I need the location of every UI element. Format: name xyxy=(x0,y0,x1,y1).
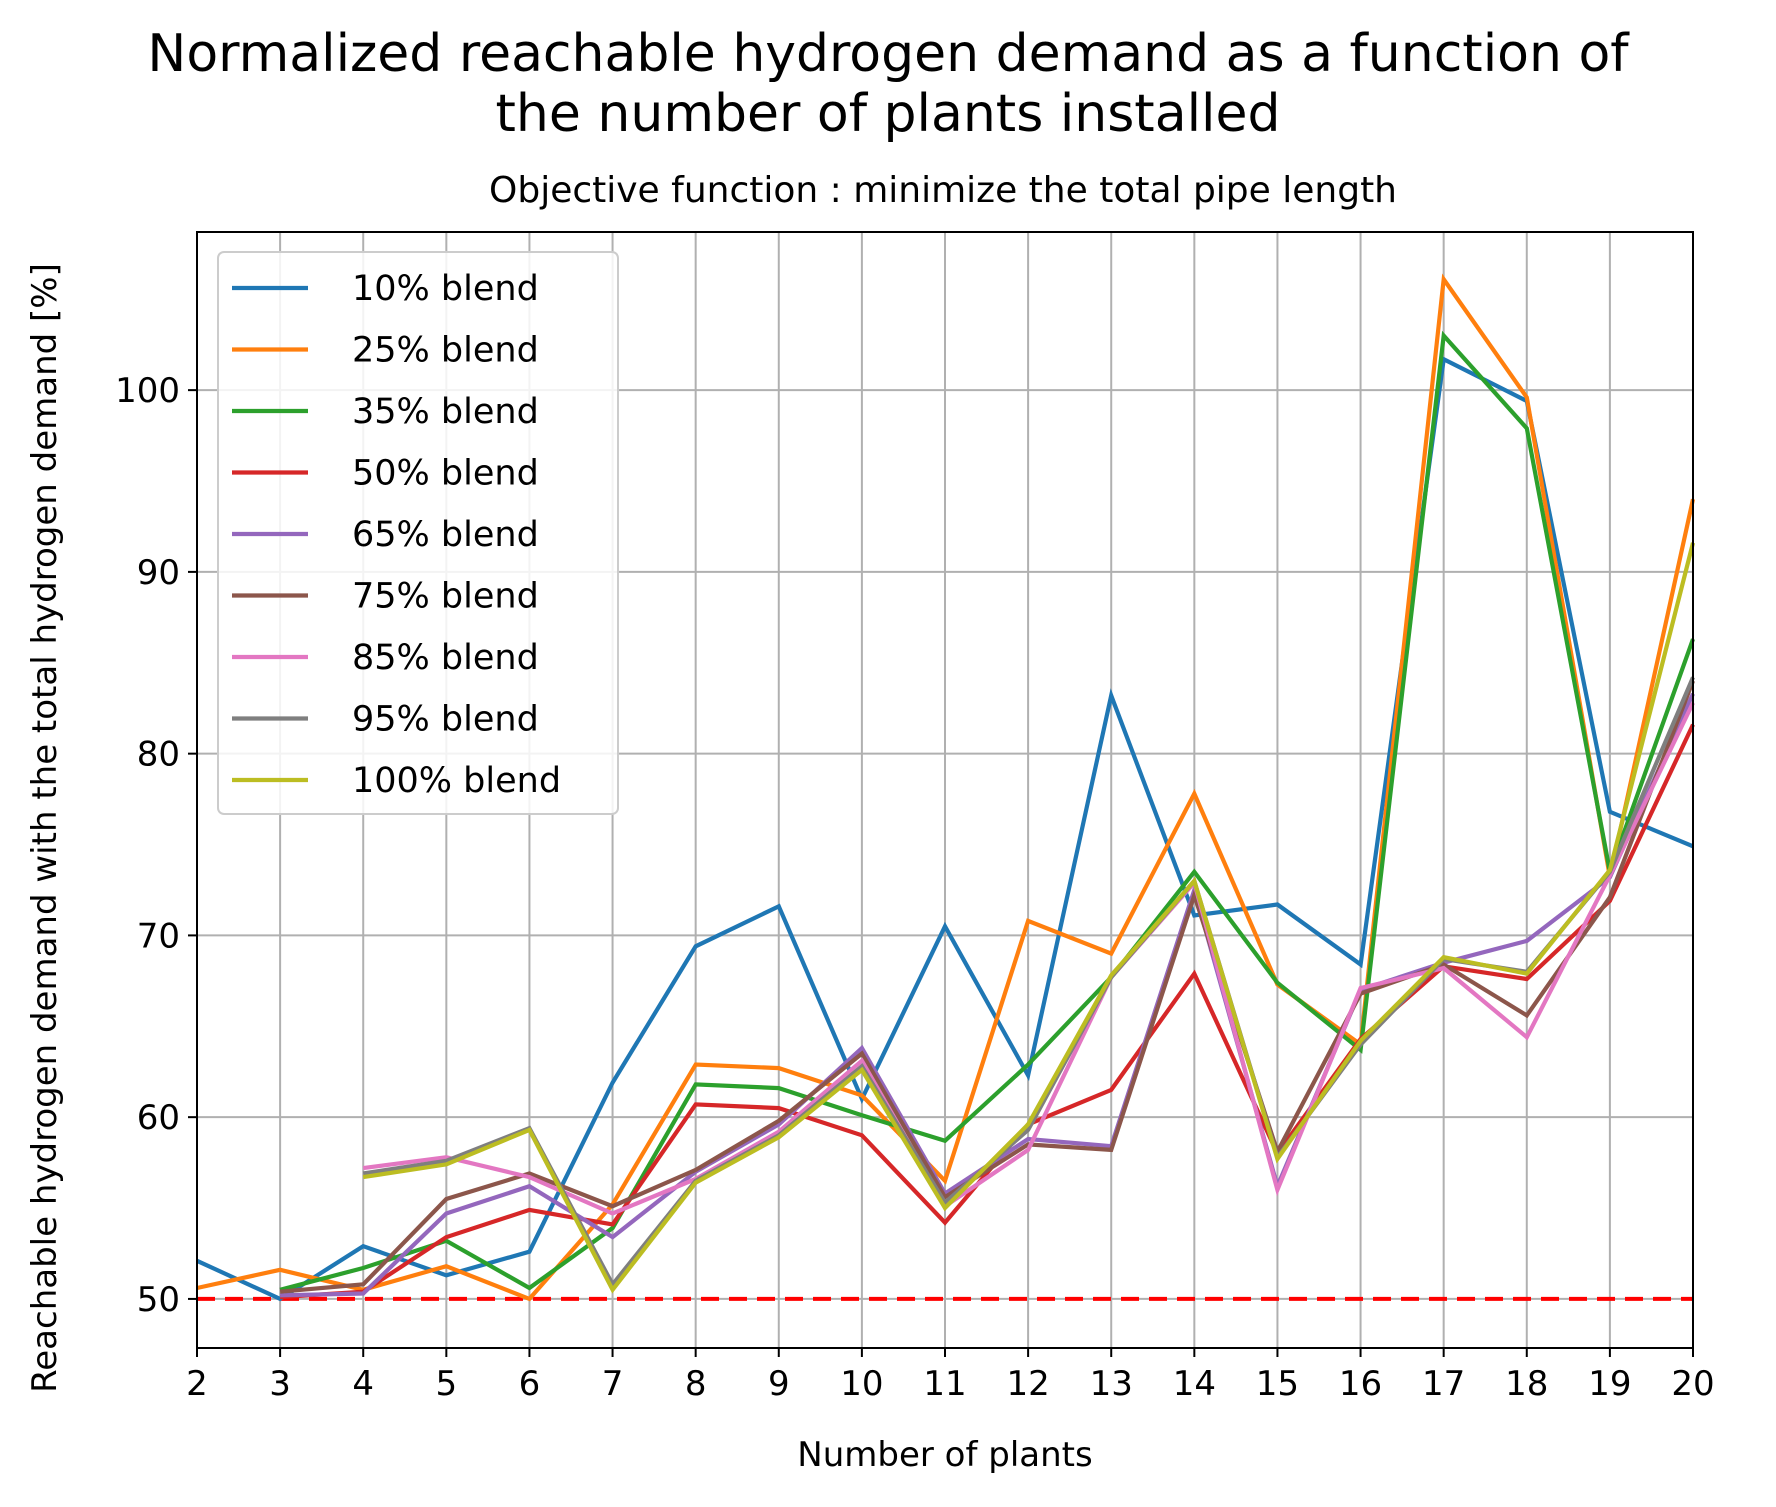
legend: 10% blend 25% blend 35% blend 50% blend 65% … xyxy=(217,251,619,815)
y-axis-label: Reachable hydrogen demand with the total… xyxy=(25,263,65,1393)
series-line-100-blend xyxy=(362,542,1696,1294)
x-tick-label: 15 xyxy=(1256,1364,1299,1404)
series-line-25-blend xyxy=(196,273,1696,1302)
x-axis-label: Number of plants xyxy=(797,1435,1092,1475)
y-tick-label: 100 xyxy=(115,371,180,411)
y-tick-label: 60 xyxy=(137,1098,180,1138)
x-tick-label: 12 xyxy=(1006,1364,1049,1404)
x-tick-label: 5 xyxy=(436,1364,458,1404)
series-line-10-blend xyxy=(196,356,1694,1302)
x-tick-label: 18 xyxy=(1505,1364,1548,1404)
legend-label: 35% blend xyxy=(352,392,539,432)
legend-label: 10% blend xyxy=(352,269,539,309)
x-tick-label: 2 xyxy=(186,1364,208,1404)
legend-label: 50% blend xyxy=(352,454,539,494)
legend-label: 65% blend xyxy=(352,515,539,555)
x-tick-label: 3 xyxy=(269,1364,291,1404)
x-tick-label: 14 xyxy=(1173,1364,1216,1404)
chart-title-line-1: Normalized reachable hydrogen demand as … xyxy=(147,24,1629,84)
y-tick-label: 50 xyxy=(137,1280,180,1320)
x-tick-label: 4 xyxy=(352,1364,374,1404)
x-tick-label: 13 xyxy=(1090,1364,1133,1404)
y-tick-label: 70 xyxy=(137,916,180,956)
x-tick-label: 7 xyxy=(602,1364,624,1404)
x-tick-label: 20 xyxy=(1671,1364,1714,1404)
x-tick-label: 6 xyxy=(519,1364,541,1404)
legend-label: 75% blend xyxy=(352,577,539,617)
chart-title: Normalized reachable hydrogen demand as … xyxy=(0,24,1776,144)
series-line-85-blend xyxy=(362,701,1695,1216)
legend-label: 100% blend xyxy=(352,761,561,801)
legend-box xyxy=(217,251,619,815)
legend-label: 85% blend xyxy=(352,638,539,678)
x-tick-label: 10 xyxy=(840,1364,883,1404)
series-line-50-blend xyxy=(279,723,1695,1300)
series-line-35-blend xyxy=(279,330,1695,1292)
y-tick-label: 80 xyxy=(137,735,180,775)
chart-subtitle: Objective function : minimize the total … xyxy=(489,170,1397,211)
series-line-75-blend xyxy=(279,680,1695,1294)
x-tick-label: 11 xyxy=(923,1364,966,1404)
legend-label: 95% blend xyxy=(352,700,539,740)
axis-ticks: 2 3 4 5 6 7 8 9 10 11 12 13 14 15 16 17 18 19 20 50 60 70 80 90… xyxy=(115,371,1715,1404)
chart-title-line-2: the number of plants installed xyxy=(495,84,1281,144)
x-tick-label: 19 xyxy=(1588,1364,1631,1404)
legend-label: 25% blend xyxy=(352,331,539,371)
x-tick-label: 16 xyxy=(1339,1364,1382,1404)
y-tick-label: 90 xyxy=(137,553,180,593)
series-lines xyxy=(196,273,1696,1302)
x-tick-label: 8 xyxy=(685,1364,707,1404)
x-tick-label: 9 xyxy=(768,1364,790,1404)
x-tick-label: 17 xyxy=(1422,1364,1465,1404)
